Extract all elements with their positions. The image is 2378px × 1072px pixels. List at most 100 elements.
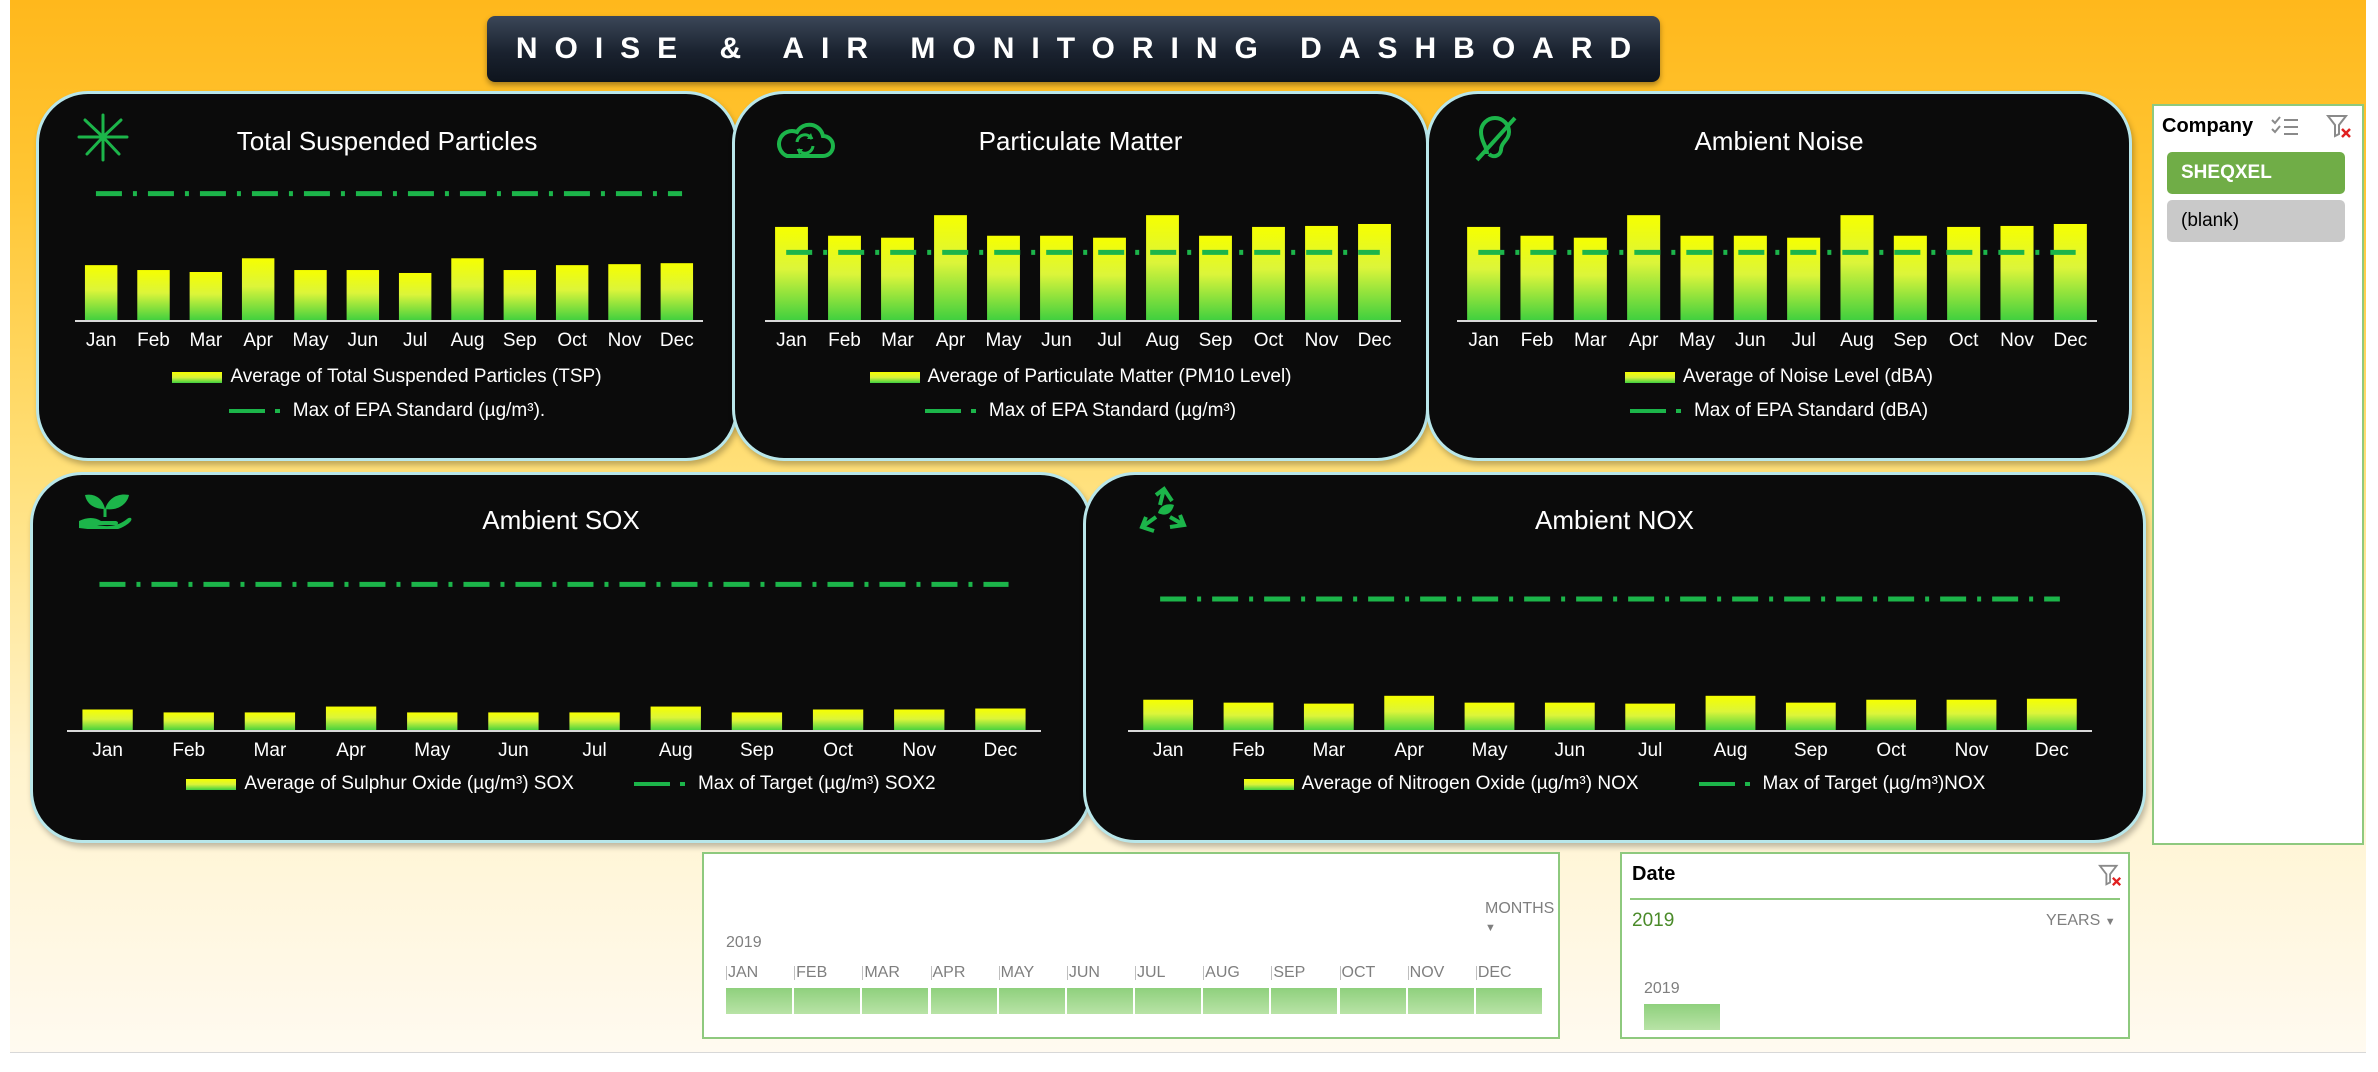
bar-feb[interactable]	[163, 712, 214, 731]
bar-may[interactable]	[407, 712, 458, 731]
bar-dec[interactable]	[2026, 698, 2077, 731]
bar-oct[interactable]	[1866, 699, 1917, 731]
bar-may[interactable]	[987, 235, 1020, 321]
bar-apr[interactable]	[241, 258, 275, 321]
chart-plot-sox[interactable]: Jan Feb Mar Apr May Jun Jul Aug Sep Oct Nov Dec	[33, 475, 1089, 840]
legend-item-average[interactable]: Average of Total Suspended Particles (TS…	[172, 366, 602, 388]
bar-may[interactable]	[294, 270, 327, 321]
legend-item-average[interactable]: Average of Particulate Matter (PM10 Leve…	[869, 366, 1292, 388]
bar-sep[interactable]	[731, 712, 783, 731]
bar-oct[interactable]	[812, 709, 864, 731]
months-timeline[interactable]: MONTHS ▼ 2019 JAN FEB MAR APR MAY JUN JUL AUG SE…	[702, 852, 1560, 1039]
timeline-month-cell[interactable]	[998, 988, 1067, 1014]
bar-aug[interactable]	[1840, 215, 1874, 321]
bar-jan[interactable]	[1143, 699, 1194, 731]
bar-may[interactable]	[1680, 235, 1714, 321]
bar-jun[interactable]	[488, 712, 539, 731]
chart-card-ambient-nox[interactable]: Ambient NOX Jan Feb Mar Apr May Jun Jul Aug Sep Oc…	[1083, 472, 2146, 843]
timeline-level-selector[interactable]: MONTHS ▼	[1485, 900, 1558, 936]
legend-item-max[interactable]: Max of Target (µg/m³)NOX	[1698, 773, 1985, 795]
timeline-month-cell[interactable]	[1475, 988, 1544, 1014]
timeline-month-cell[interactable]	[1339, 988, 1408, 1014]
company-option-blank[interactable]: (blank)	[2167, 200, 2345, 242]
bar-sep[interactable]	[503, 270, 537, 321]
chart-plot-noise[interactable]: Jan Feb Mar Apr May Jun Jul Aug Sep Oct Nov Dec	[1429, 94, 2129, 458]
multi-select-icon[interactable]	[2270, 116, 2300, 138]
bar-aug[interactable]	[650, 706, 701, 731]
bar-oct[interactable]	[555, 265, 589, 321]
bar-nov[interactable]	[894, 709, 945, 731]
bar-jun[interactable]	[1544, 702, 1595, 731]
bar-jan[interactable]	[84, 265, 118, 321]
bar-jun[interactable]	[1040, 235, 1073, 321]
bar-nov[interactable]	[2000, 225, 2034, 321]
bar-feb[interactable]	[1520, 235, 1554, 321]
timeline-month-cell[interactable]	[862, 988, 931, 1014]
legend-item-max[interactable]: Max of EPA Standard (µg/m³).	[228, 400, 545, 422]
bar-nov[interactable]	[608, 264, 641, 321]
bar-apr[interactable]	[325, 706, 377, 731]
timeline-month-cell[interactable]	[794, 988, 863, 1014]
bar-jul[interactable]	[1625, 703, 1676, 731]
legend-item-average[interactable]: Average of Noise Level (dBA)	[1625, 366, 1933, 388]
chart-plot-tsp[interactable]: Jan Feb Mar Apr May Jun Jul Aug Sep Oct Nov Dec	[39, 94, 735, 458]
legend-item-max[interactable]: Max of EPA Standard (dBA)	[1629, 400, 1928, 422]
bar-jun[interactable]	[1733, 235, 1767, 321]
bar-oct[interactable]	[1252, 226, 1285, 321]
bar-sep[interactable]	[1893, 235, 1927, 321]
legend-item-max[interactable]: Max of Target (µg/m³) SOX2	[633, 773, 936, 795]
chart-plot-nox[interactable]: Jan Feb Mar Apr May Jun Jul Aug Sep Oct Nov Dec	[1086, 475, 2143, 840]
chart-card-ambient-noise[interactable]: Ambient Noise Jan Feb Mar Apr May Jun Jul Aug Sep…	[1426, 91, 2132, 461]
legend-item-average[interactable]: Average of Sulphur Oxide (µg/m³) SOX	[186, 773, 574, 795]
legend-item-max[interactable]: Max of EPA Standard (µg/m³)	[924, 400, 1236, 422]
bar-apr[interactable]	[1384, 695, 1435, 731]
chart-card-ambient-sox[interactable]: Ambient SOX Jan Feb Mar Apr May Jun Jul Aug Sep Oc…	[30, 472, 1092, 843]
bar-jan[interactable]	[1467, 226, 1501, 321]
bar-dec[interactable]	[2053, 223, 2087, 321]
chart-card-tsp[interactable]: Total Suspended Particles Jan Feb Mar Apr May…	[36, 91, 738, 461]
bar-nov[interactable]	[1946, 699, 1997, 731]
bar-mar[interactable]	[244, 712, 296, 731]
timeline-month-cell[interactable]	[1407, 988, 1476, 1014]
date-timeline[interactable]: Date 2019 YEARS ▼ 2019	[1620, 852, 2130, 1039]
bar-jul[interactable]	[398, 272, 432, 321]
timeline-month-cell[interactable]	[1203, 988, 1272, 1014]
bar-dec[interactable]	[660, 263, 694, 321]
bar-jan[interactable]	[82, 709, 133, 731]
bar-feb[interactable]	[1223, 702, 1274, 731]
legend-item-average[interactable]: Average of Nitrogen Oxide (µg/m³) NOX	[1243, 773, 1639, 795]
company-slicer[interactable]: Company SHEQXEL (blank)	[2152, 104, 2364, 845]
bar-aug[interactable]	[451, 258, 484, 321]
date-level-selector[interactable]: YEARS ▼	[2046, 912, 2116, 930]
bar-mar[interactable]	[1303, 703, 1354, 731]
timeline-month-cell[interactable]	[930, 988, 999, 1014]
timeline-month-cell[interactable]	[1135, 988, 1204, 1014]
bar-mar[interactable]	[189, 272, 223, 321]
bar-feb[interactable]	[137, 270, 170, 321]
bar-jul[interactable]	[569, 712, 620, 731]
bar-sep[interactable]	[1785, 702, 1836, 731]
chart-card-particulate-matter[interactable]: Particulate Matter Jan Feb Mar Apr May Jun Jul A…	[732, 91, 1429, 461]
date-year-bar[interactable]	[1644, 1004, 1720, 1030]
bar-apr[interactable]	[1627, 215, 1661, 321]
timeline-level-label: MONTHS	[1485, 900, 1555, 917]
bar-aug[interactable]	[1705, 695, 1756, 731]
bar-sep[interactable]	[1199, 235, 1232, 321]
bar-jun[interactable]	[346, 270, 380, 321]
bar-oct[interactable]	[1947, 226, 1981, 321]
clear-filter-icon[interactable]	[2326, 114, 2354, 140]
bar-nov[interactable]	[1305, 225, 1338, 321]
timeline-month-cell[interactable]	[1271, 988, 1340, 1014]
bar-may[interactable]	[1464, 702, 1515, 731]
chart-plot-pm[interactable]: Jan Feb Mar Apr May Jun Jul Aug Sep Oct Nov Dec	[735, 94, 1426, 458]
bar-feb[interactable]	[828, 235, 861, 321]
clear-filter-icon[interactable]	[2098, 864, 2124, 888]
bar-dec[interactable]	[975, 708, 1026, 731]
bar-apr[interactable]	[934, 215, 967, 321]
bar-dec[interactable]	[1358, 223, 1391, 321]
timeline-month-cell[interactable]	[726, 988, 795, 1014]
bar-aug[interactable]	[1146, 215, 1179, 321]
bar-jan[interactable]	[775, 226, 808, 321]
timeline-month-cell[interactable]	[1066, 988, 1135, 1014]
company-option-sheqxel[interactable]: SHEQXEL	[2167, 152, 2345, 194]
